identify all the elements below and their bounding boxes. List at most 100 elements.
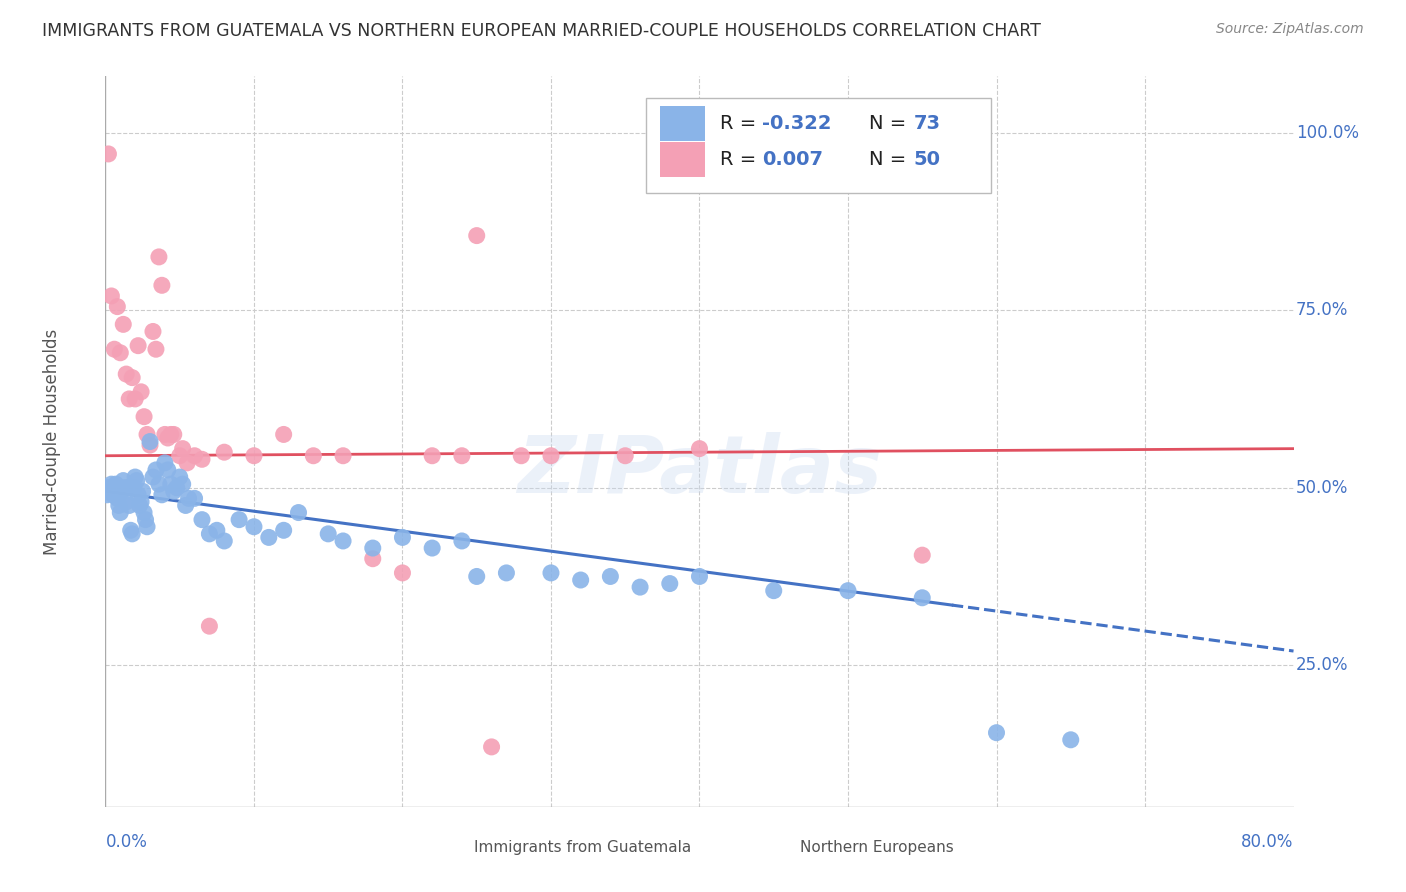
Point: [628, 580, 651, 594]
Point: [332, 533, 354, 548]
Point: [96, 488, 118, 502]
Point: [540, 449, 562, 463]
Point: [465, 228, 488, 243]
Point: [114, 481, 136, 495]
Point: [121, 370, 143, 384]
Point: [163, 484, 186, 499]
Point: [108, 499, 131, 513]
Point: [122, 481, 145, 495]
Point: [103, 481, 125, 495]
Point: [111, 484, 134, 499]
FancyBboxPatch shape: [661, 143, 706, 178]
Point: [156, 431, 179, 445]
Point: [166, 481, 188, 495]
Point: [332, 449, 354, 463]
Point: [153, 456, 176, 470]
Point: [112, 318, 135, 332]
Point: [191, 513, 214, 527]
Point: [198, 619, 221, 633]
Text: R =: R =: [720, 114, 762, 133]
Point: [97, 481, 120, 495]
Point: [510, 449, 533, 463]
FancyBboxPatch shape: [439, 834, 468, 861]
Point: [205, 524, 228, 538]
Point: [986, 725, 1008, 739]
Point: [614, 449, 637, 463]
Point: [118, 392, 141, 406]
Point: [450, 449, 472, 463]
Point: [128, 499, 150, 513]
Point: [115, 495, 138, 509]
Point: [135, 513, 157, 527]
Point: [1060, 732, 1083, 747]
Text: Married-couple Households: Married-couple Households: [44, 328, 60, 555]
Point: [172, 477, 194, 491]
Point: [762, 583, 785, 598]
Point: [540, 566, 562, 580]
FancyBboxPatch shape: [765, 834, 794, 861]
Point: [153, 427, 176, 442]
Point: [104, 477, 127, 491]
Point: [117, 481, 139, 495]
Point: [911, 591, 934, 605]
Point: [287, 506, 309, 520]
Point: [103, 343, 125, 357]
Point: [120, 524, 142, 538]
Point: [174, 499, 197, 513]
Text: 25.0%: 25.0%: [1296, 657, 1348, 674]
Text: Northern Europeans: Northern Europeans: [800, 840, 955, 855]
Point: [110, 345, 132, 359]
Point: [837, 583, 859, 598]
Point: [420, 449, 443, 463]
Point: [911, 548, 934, 562]
Point: [129, 495, 152, 509]
Point: [228, 513, 250, 527]
FancyBboxPatch shape: [645, 98, 991, 193]
Text: R =: R =: [720, 151, 762, 169]
Text: -0.322: -0.322: [762, 114, 832, 133]
Text: 80.0%: 80.0%: [1241, 833, 1294, 851]
Point: [420, 541, 443, 555]
Point: [391, 566, 413, 580]
Point: [243, 520, 266, 534]
Text: ZIPatlas: ZIPatlas: [517, 432, 882, 510]
Point: [145, 463, 167, 477]
Point: [495, 566, 517, 580]
Point: [361, 551, 384, 566]
Point: [97, 147, 120, 161]
Point: [136, 520, 159, 534]
Point: [132, 506, 155, 520]
Point: [100, 289, 122, 303]
Point: [142, 470, 165, 484]
Point: [183, 491, 205, 506]
Point: [481, 739, 503, 754]
Point: [169, 449, 191, 463]
Point: [110, 506, 132, 520]
Point: [105, 300, 128, 314]
Point: [689, 442, 711, 456]
Point: [150, 488, 173, 502]
Point: [145, 343, 167, 357]
FancyBboxPatch shape: [661, 106, 706, 141]
Text: 100.0%: 100.0%: [1296, 124, 1358, 142]
Text: 50: 50: [914, 151, 941, 169]
Point: [98, 484, 121, 499]
Point: [163, 427, 186, 442]
Point: [689, 569, 711, 583]
Point: [169, 470, 191, 484]
Point: [100, 477, 122, 491]
Point: [257, 530, 280, 544]
Point: [214, 445, 236, 459]
Point: [302, 449, 325, 463]
Point: [125, 474, 148, 488]
Point: [316, 526, 339, 541]
Text: N =: N =: [869, 151, 912, 169]
Point: [172, 442, 194, 456]
Point: [191, 452, 214, 467]
Text: 75.0%: 75.0%: [1296, 301, 1348, 319]
Point: [121, 526, 143, 541]
Point: [127, 339, 149, 353]
Point: [183, 449, 205, 463]
Point: [139, 434, 162, 449]
Text: 0.007: 0.007: [762, 151, 824, 169]
